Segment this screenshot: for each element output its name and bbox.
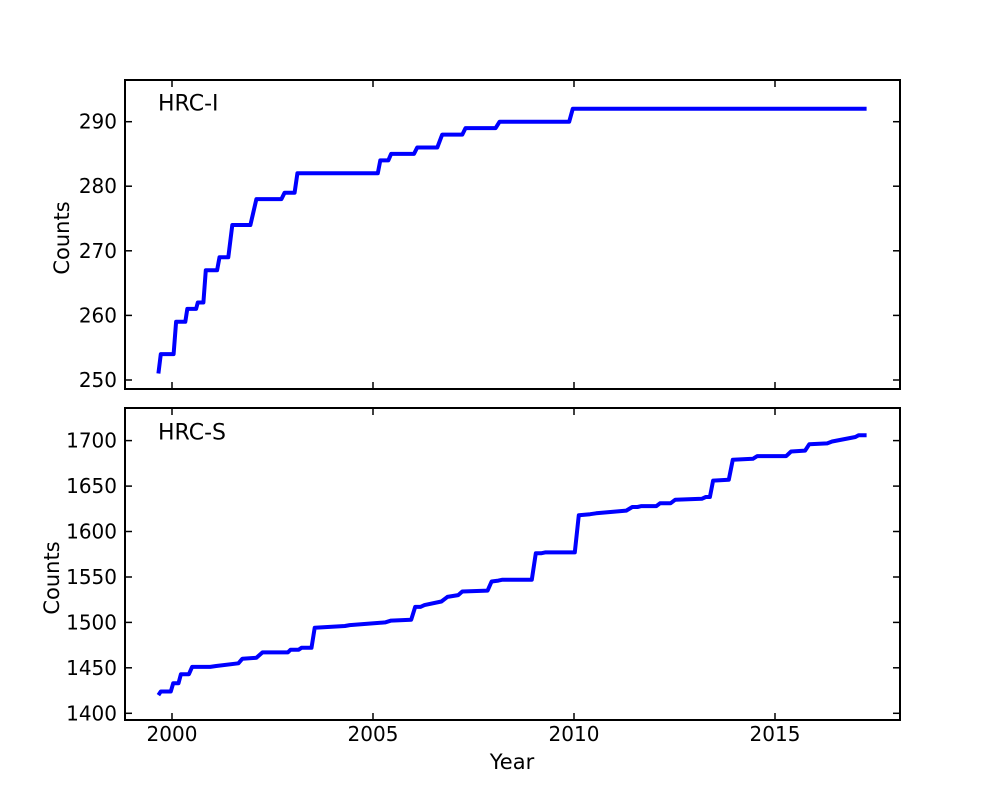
hrc-i-data-line	[156, 106, 867, 374]
y-tick-label: 1450	[66, 656, 117, 680]
y-tick-label: 1500	[66, 610, 117, 634]
y-tick-label: 280	[79, 174, 117, 198]
hrc-i-axes-frame	[124, 79, 901, 390]
x-tick-label: 2010	[549, 722, 600, 746]
y-tick-label: 270	[79, 239, 117, 263]
hrc-s-plot-title: HRC-S	[158, 420, 226, 446]
y-tick-label: 260	[79, 303, 117, 327]
x-tick-label: 2000	[147, 722, 198, 746]
x-tick-label: 2015	[750, 722, 801, 746]
hrc-s-axes-frame	[124, 407, 901, 721]
y-tick-label: 1400	[66, 701, 117, 725]
hrc-s-data-line	[156, 433, 867, 697]
y-tick-label: 1550	[66, 565, 117, 589]
y-tick-label: 1650	[66, 474, 117, 498]
y-tick-label: 290	[79, 110, 117, 134]
hrc-i-plot-title: HRC-I	[158, 91, 219, 117]
hrc-i-y-axis-label: Counts	[50, 201, 74, 275]
y-tick-label: 1700	[66, 429, 117, 453]
y-tick-label: 1600	[66, 520, 117, 544]
y-tick-label: 250	[79, 368, 117, 392]
hrc-s-y-axis-label: Counts	[40, 541, 64, 615]
x-tick-label: 2005	[348, 722, 399, 746]
x-axis-label: Year	[489, 750, 535, 774]
